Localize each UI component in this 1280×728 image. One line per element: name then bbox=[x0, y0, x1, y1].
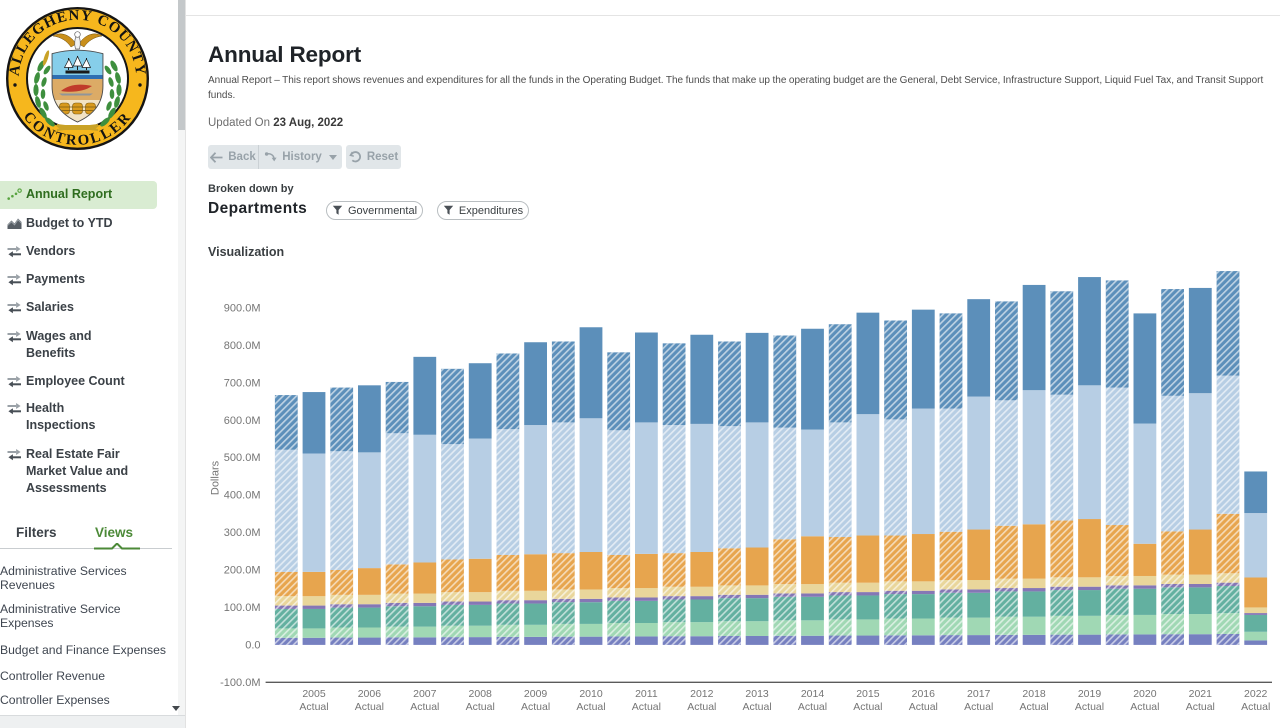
svg-text:2018: 2018 bbox=[1022, 688, 1046, 700]
svg-text:900.0M: 900.0M bbox=[224, 302, 261, 314]
svg-text:100.0M: 100.0M bbox=[224, 602, 261, 614]
svg-text:Actual: Actual bbox=[576, 701, 605, 713]
svg-text:2014: 2014 bbox=[801, 688, 825, 700]
svg-text:2016: 2016 bbox=[912, 688, 936, 700]
svg-text:2020: 2020 bbox=[1133, 688, 1157, 700]
svg-text:2009: 2009 bbox=[524, 688, 548, 700]
svg-text:600.0M: 600.0M bbox=[224, 415, 261, 427]
svg-text:200.0M: 200.0M bbox=[224, 565, 261, 577]
svg-text:Actual: Actual bbox=[466, 701, 495, 713]
svg-text:2022: 2022 bbox=[1244, 688, 1268, 700]
svg-text:2013: 2013 bbox=[745, 688, 769, 700]
svg-text:2011: 2011 bbox=[635, 688, 658, 700]
svg-text:800.0M: 800.0M bbox=[224, 340, 261, 352]
svg-text:Actual: Actual bbox=[632, 701, 661, 713]
svg-text:400.0M: 400.0M bbox=[224, 490, 261, 502]
svg-text:Actual: Actual bbox=[1020, 701, 1049, 713]
svg-text:2007: 2007 bbox=[413, 688, 437, 700]
svg-text:700.0M: 700.0M bbox=[224, 377, 261, 389]
svg-text:Actual: Actual bbox=[355, 701, 384, 713]
svg-text:Actual: Actual bbox=[964, 701, 993, 713]
svg-text:2019: 2019 bbox=[1078, 688, 1102, 700]
svg-text:Actual: Actual bbox=[1075, 701, 1104, 713]
svg-text:Actual: Actual bbox=[909, 701, 938, 713]
svg-text:Actual: Actual bbox=[410, 701, 439, 713]
svg-text:2005: 2005 bbox=[302, 688, 326, 700]
svg-text:Actual: Actual bbox=[299, 701, 328, 713]
svg-text:Actual: Actual bbox=[1130, 701, 1159, 713]
svg-text:Actual: Actual bbox=[798, 701, 827, 713]
svg-text:Actual: Actual bbox=[743, 701, 772, 713]
svg-text:Actual: Actual bbox=[521, 701, 550, 713]
svg-text:Dollars: Dollars bbox=[210, 460, 222, 495]
svg-text:500.0M: 500.0M bbox=[224, 452, 261, 464]
svg-text:2010: 2010 bbox=[579, 688, 603, 700]
svg-text:2006: 2006 bbox=[358, 688, 382, 700]
svg-text:2012: 2012 bbox=[690, 688, 714, 700]
svg-text:Actual: Actual bbox=[1241, 701, 1270, 713]
svg-text:2017: 2017 bbox=[967, 688, 991, 700]
svg-text:300.0M: 300.0M bbox=[224, 527, 261, 539]
svg-text:Actual: Actual bbox=[853, 701, 882, 713]
svg-text:Actual: Actual bbox=[687, 701, 716, 713]
svg-text:Actual: Actual bbox=[1186, 701, 1215, 713]
svg-text:2021: 2021 bbox=[1189, 688, 1213, 700]
svg-text:0.0: 0.0 bbox=[245, 640, 260, 652]
svg-text:2008: 2008 bbox=[469, 688, 493, 700]
svg-text:-100.0M: -100.0M bbox=[220, 677, 260, 689]
svg-text:2015: 2015 bbox=[856, 688, 880, 700]
